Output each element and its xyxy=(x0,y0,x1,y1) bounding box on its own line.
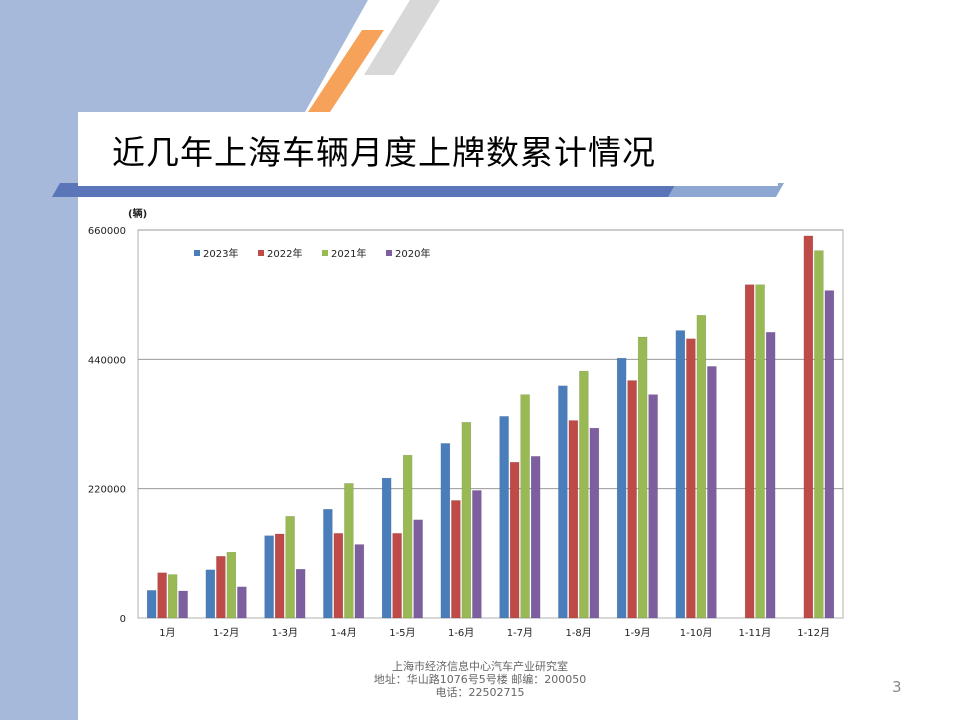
legend-label: 2023年 xyxy=(203,247,238,260)
sidebar-panel xyxy=(0,0,368,720)
x-tick-label: 1-7月 xyxy=(507,627,533,639)
x-tick-label: 1-8月 xyxy=(565,627,591,639)
orange-stripe xyxy=(308,30,384,112)
title-box xyxy=(78,112,778,186)
bar xyxy=(344,483,354,619)
bar xyxy=(237,586,247,619)
bar xyxy=(472,490,482,619)
x-tick-label: 1-2月 xyxy=(213,627,239,639)
bar xyxy=(274,533,285,619)
title-band-dark xyxy=(52,183,676,197)
bar xyxy=(216,556,226,619)
page-number: 3 xyxy=(892,678,902,696)
bar xyxy=(509,461,520,619)
bar xyxy=(558,385,568,619)
slide-title: 近几年上海车辆月度上牌数累计情况 xyxy=(112,133,656,172)
gray-stripe xyxy=(364,0,440,75)
bar xyxy=(579,370,589,619)
bar xyxy=(285,516,295,619)
bar xyxy=(824,290,835,619)
bar xyxy=(637,336,648,619)
bar xyxy=(205,569,216,619)
bar xyxy=(686,338,696,619)
x-tick-label: 1-5月 xyxy=(389,627,415,639)
footer-line-phone: 电话：22502715 xyxy=(435,686,525,699)
bar xyxy=(814,250,824,619)
bar xyxy=(744,284,755,619)
y-tick-label: 0 xyxy=(120,614,126,625)
legend-swatch xyxy=(258,250,264,256)
bar xyxy=(616,357,627,619)
bar xyxy=(167,574,178,619)
y-tick-label: 440000 xyxy=(88,355,126,366)
x-tick-label: 1-12月 xyxy=(797,627,830,639)
x-tick-label: 1-6月 xyxy=(448,627,474,639)
legend-swatch xyxy=(322,250,328,256)
bar xyxy=(451,500,461,619)
bar xyxy=(530,456,541,619)
bar xyxy=(333,533,344,619)
bar xyxy=(402,454,413,619)
x-tick-label: 1月 xyxy=(159,627,175,639)
x-tick-label: 1-9月 xyxy=(624,627,650,639)
x-tick-label: 1-4月 xyxy=(330,627,356,639)
bar xyxy=(648,394,658,619)
plot-area xyxy=(137,229,844,619)
y-unit-label: (辆) xyxy=(128,207,147,220)
bar xyxy=(568,420,579,619)
bar xyxy=(499,416,509,619)
bar xyxy=(295,568,306,619)
bar xyxy=(264,535,274,619)
bar xyxy=(157,572,167,619)
bar xyxy=(440,443,451,619)
footer-line-address: 地址：华山路1076号5号楼 邮编：200050 xyxy=(373,673,587,686)
legend-swatch xyxy=(194,250,200,256)
x-tick-label: 1-10月 xyxy=(680,627,713,639)
footer: 上海市经济信息中心汽车产业研究室 地址：华山路1076号5号楼 邮编：20005… xyxy=(330,660,630,699)
bar xyxy=(803,235,814,619)
legend-label: 2021年 xyxy=(331,247,366,260)
legend-swatch xyxy=(386,250,392,256)
legend-label: 2020年 xyxy=(395,247,430,260)
bar xyxy=(146,590,157,619)
y-tick-label: 220000 xyxy=(88,485,126,496)
bar xyxy=(755,284,765,619)
bar xyxy=(178,590,188,619)
y-tick-label: 660000 xyxy=(88,226,126,237)
bar xyxy=(226,551,237,619)
bar xyxy=(354,544,365,619)
bar xyxy=(696,314,707,619)
bar xyxy=(461,421,472,619)
bar xyxy=(381,477,392,619)
bar xyxy=(392,533,402,619)
x-tick-label: 1-3月 xyxy=(272,627,298,639)
bar-chart: 0 220000 440000 660000(辆) 1月 1-2月 1-3月 1-4月 1-5月… xyxy=(88,207,844,639)
bar xyxy=(520,394,530,619)
bar xyxy=(413,519,423,619)
bar xyxy=(589,427,600,619)
bar xyxy=(707,366,717,619)
bar xyxy=(765,332,776,619)
legend-label: 2022年 xyxy=(267,247,302,260)
footer-line-org: 上海市经济信息中心汽车产业研究室 xyxy=(392,660,568,673)
bar xyxy=(323,508,333,619)
bar xyxy=(675,330,686,619)
bar xyxy=(627,380,637,619)
x-tick-label: 1-11月 xyxy=(739,627,772,639)
